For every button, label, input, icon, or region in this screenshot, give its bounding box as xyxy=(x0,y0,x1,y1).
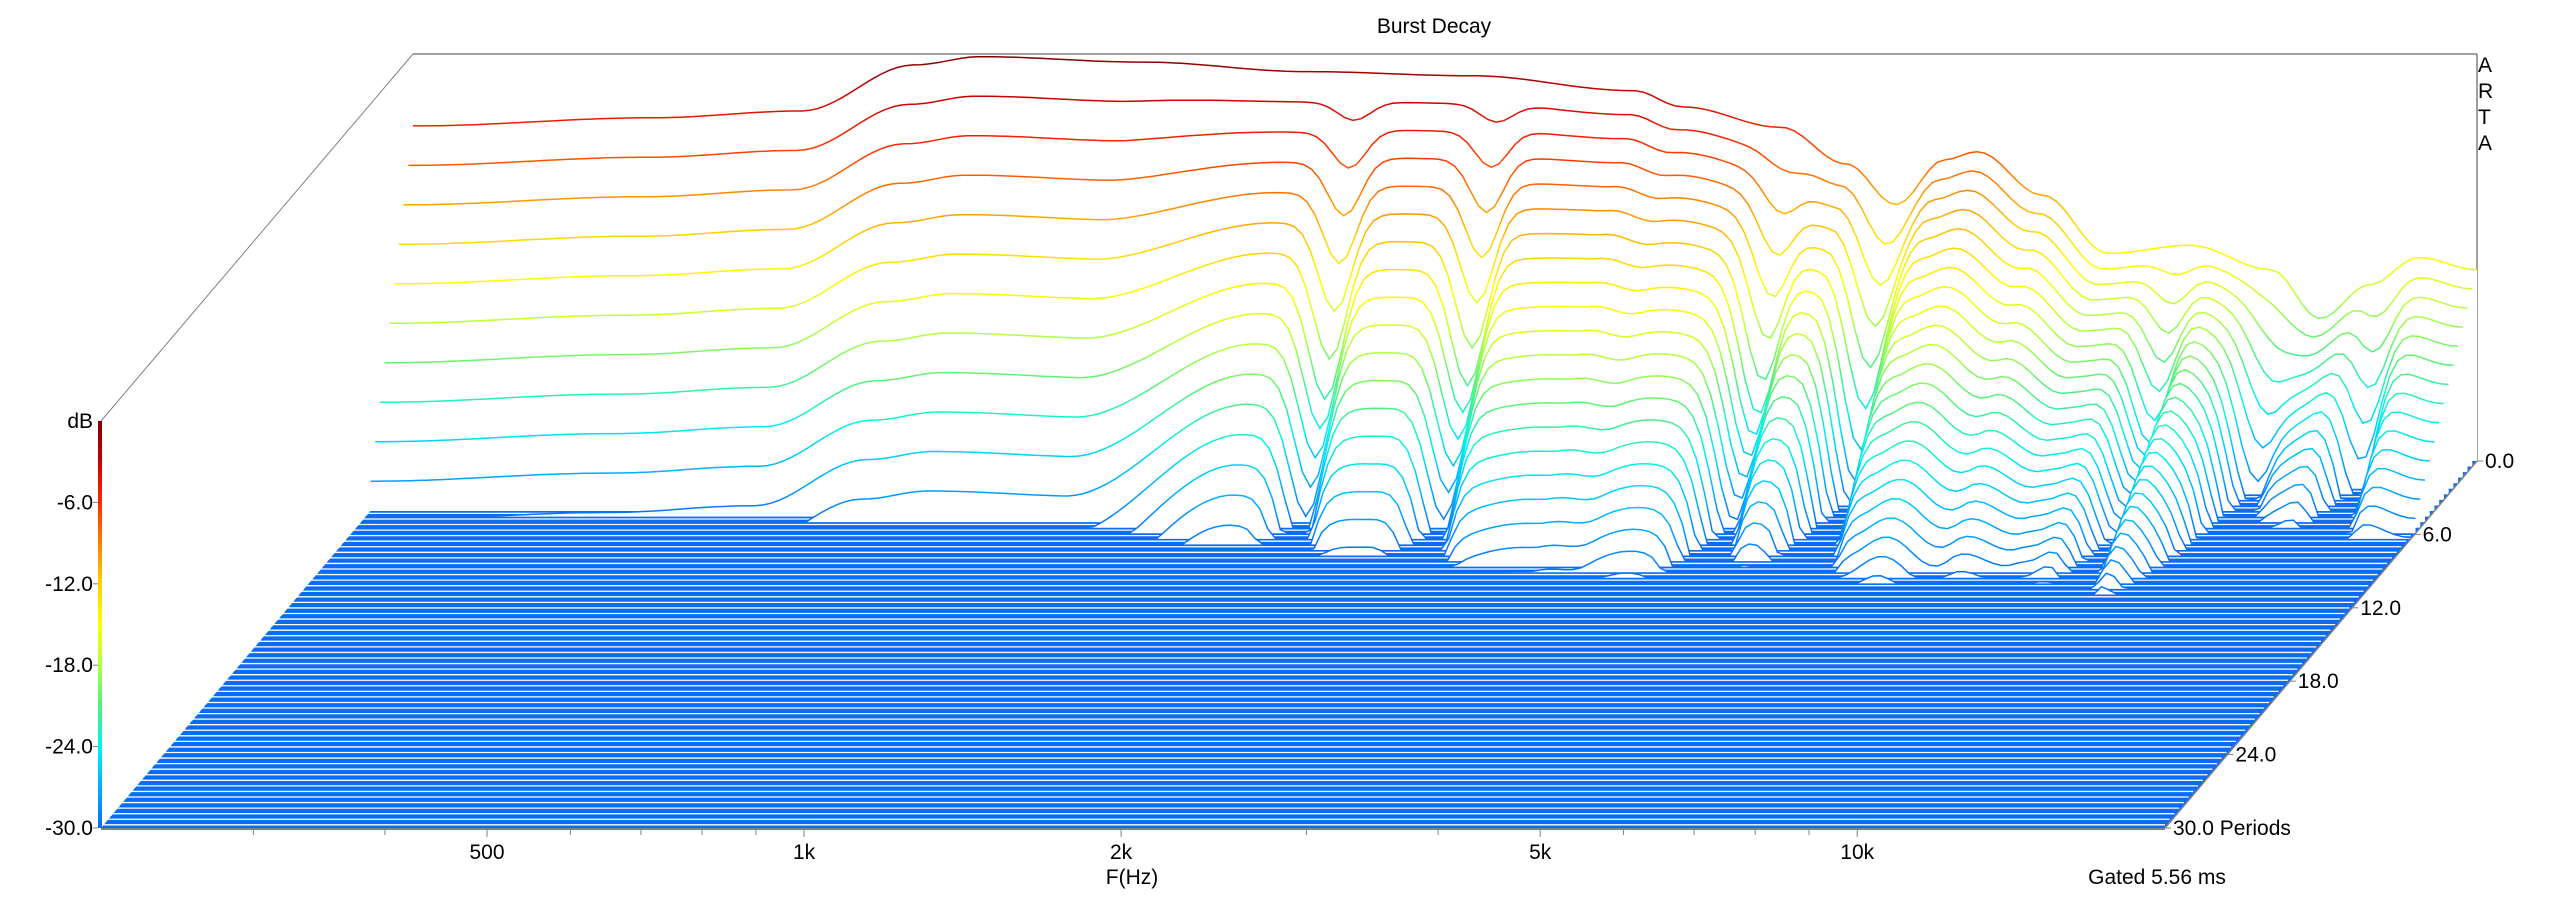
decay-slice-line xyxy=(356,375,2421,529)
gated-info: Gated 5.56 ms xyxy=(2088,866,2226,889)
decay-slice-line xyxy=(398,157,2463,389)
db-tick-label: -24.0 xyxy=(45,736,93,759)
decay-slice-line xyxy=(323,517,2388,568)
decay-slice-line xyxy=(384,232,2449,496)
decay-slice-line xyxy=(337,459,2402,551)
db-tick-label: -30.0 xyxy=(45,817,93,840)
decay-slice-line xyxy=(332,478,2397,557)
chart-title: Burst Decay xyxy=(1377,15,1492,38)
db-colorbar xyxy=(98,421,102,828)
decay-slice-line xyxy=(403,129,2468,357)
decay-slice-line xyxy=(413,55,2478,320)
period-tick-label: 30.0 Periods xyxy=(2173,817,2291,840)
decay-slice-line xyxy=(346,419,2411,540)
decay-slice-line xyxy=(327,498,2392,562)
decay-slice-line xyxy=(375,281,2440,507)
watermark-letter: R xyxy=(2478,80,2493,103)
decay-slice-line xyxy=(361,353,2426,523)
decay-slice-line xyxy=(313,545,2378,579)
watermark-letter: A xyxy=(2478,132,2492,155)
decay-slice-line xyxy=(408,95,2473,338)
decay-slice-line xyxy=(370,305,2435,512)
frequency-tick-label: 10k xyxy=(1840,841,1874,864)
db-tick-label: -18.0 xyxy=(45,654,93,677)
watermark-letter: T xyxy=(2478,106,2491,129)
decay-slice-line xyxy=(309,559,2373,585)
frequency-tick-label: 2k xyxy=(1110,841,1133,864)
db-tick-label: -6.0 xyxy=(57,491,93,514)
period-tick-label: 6.0 xyxy=(2423,523,2452,546)
period-tick-label: 12.0 xyxy=(2360,597,2401,620)
frequency-tick-label: 5k xyxy=(1529,841,1552,864)
depth-diagonal-line xyxy=(100,53,414,422)
decay-slice-line xyxy=(342,440,2407,546)
decay-slice-line xyxy=(389,208,2454,460)
axes: -6.0 -12.0 -18.0 -24.0 -30.0 500 1k 2k 5k 10k 0.0 6… xyxy=(45,421,2514,864)
frequency-tick-label: 500 xyxy=(469,841,504,864)
decay-slice-line xyxy=(304,572,2369,590)
db-tick-label: -12.0 xyxy=(45,573,93,596)
decay-slice-line xyxy=(365,329,2430,518)
slice-fill xyxy=(313,546,2378,578)
watermark-letter: A xyxy=(2478,54,2492,77)
x-axis-label: F(Hz) xyxy=(1106,866,1158,889)
period-tick-label: 0.0 xyxy=(2485,450,2514,473)
period-axis-line xyxy=(2164,460,2478,829)
period-tick-label: 18.0 xyxy=(2298,670,2339,693)
z-axis-label: dB xyxy=(67,410,93,433)
frequency-tick-label: 1k xyxy=(793,841,816,864)
waterfall-surface xyxy=(101,55,2478,829)
decay-slice-line xyxy=(379,257,2444,501)
period-tick-label: 24.0 xyxy=(2235,744,2276,767)
decay-slice-line xyxy=(394,183,2459,425)
decay-slice-line xyxy=(318,532,2383,573)
decay-slice-line xyxy=(351,397,2416,535)
decay-slice-line xyxy=(299,585,2364,596)
